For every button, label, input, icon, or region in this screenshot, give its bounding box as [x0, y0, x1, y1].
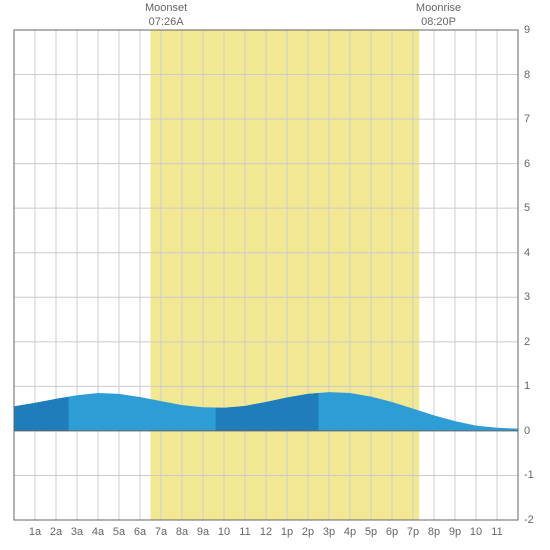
chart-svg: [0, 0, 550, 550]
y-tick-label: -1: [524, 469, 534, 481]
y-tick-label: 5: [524, 202, 530, 214]
y-tick-label: 2: [524, 336, 530, 348]
x-tick-label: 7a: [155, 526, 167, 538]
x-tick-label: 2p: [302, 526, 314, 538]
annotation-value: 08:20P: [421, 16, 456, 28]
y-tick-label: 9: [524, 24, 530, 36]
y-tick-label: 7: [524, 113, 530, 125]
x-tick-label: 6p: [386, 526, 398, 538]
y-tick-label: -2: [524, 514, 534, 526]
y-tick-label: 0: [524, 425, 530, 437]
y-tick-label: 6: [524, 158, 530, 170]
x-tick-label: 3a: [71, 526, 83, 538]
x-tick-label: 5a: [113, 526, 125, 538]
tide-chart: -2-101234567891a2a3a4a5a6a7a8a9a1011121p…: [0, 0, 550, 550]
x-tick-label: 11: [491, 526, 502, 538]
x-tick-label: 5p: [365, 526, 377, 538]
x-tick-label: 1p: [281, 526, 293, 538]
x-tick-label: 6a: [134, 526, 146, 538]
y-tick-label: 4: [524, 247, 530, 259]
x-tick-label: 4a: [92, 526, 104, 538]
x-tick-label: 10: [470, 526, 482, 538]
y-tick-label: 1: [524, 380, 530, 392]
annotation-title: Moonset: [145, 2, 187, 14]
y-tick-label: 3: [524, 291, 530, 303]
moonset-label: Moonset 07:26A: [145, 2, 187, 30]
x-tick-label: 4p: [344, 526, 356, 538]
x-tick-label: 8p: [428, 526, 440, 538]
moonrise-label: Moonrise 08:20P: [416, 2, 461, 30]
x-tick-label: 10: [218, 526, 230, 538]
annotation-title: Moonrise: [416, 2, 461, 14]
x-tick-label: 7p: [407, 526, 419, 538]
annotation-value: 07:26A: [149, 16, 184, 28]
x-tick-label: 9a: [197, 526, 209, 538]
x-tick-label: 8a: [176, 526, 188, 538]
x-tick-label: 9p: [449, 526, 461, 538]
x-tick-label: 12: [260, 526, 272, 538]
x-tick-label: 3p: [323, 526, 335, 538]
y-tick-label: 8: [524, 69, 530, 81]
x-tick-label: 2a: [50, 526, 62, 538]
x-tick-label: 11: [239, 526, 250, 538]
x-tick-label: 1a: [29, 526, 41, 538]
